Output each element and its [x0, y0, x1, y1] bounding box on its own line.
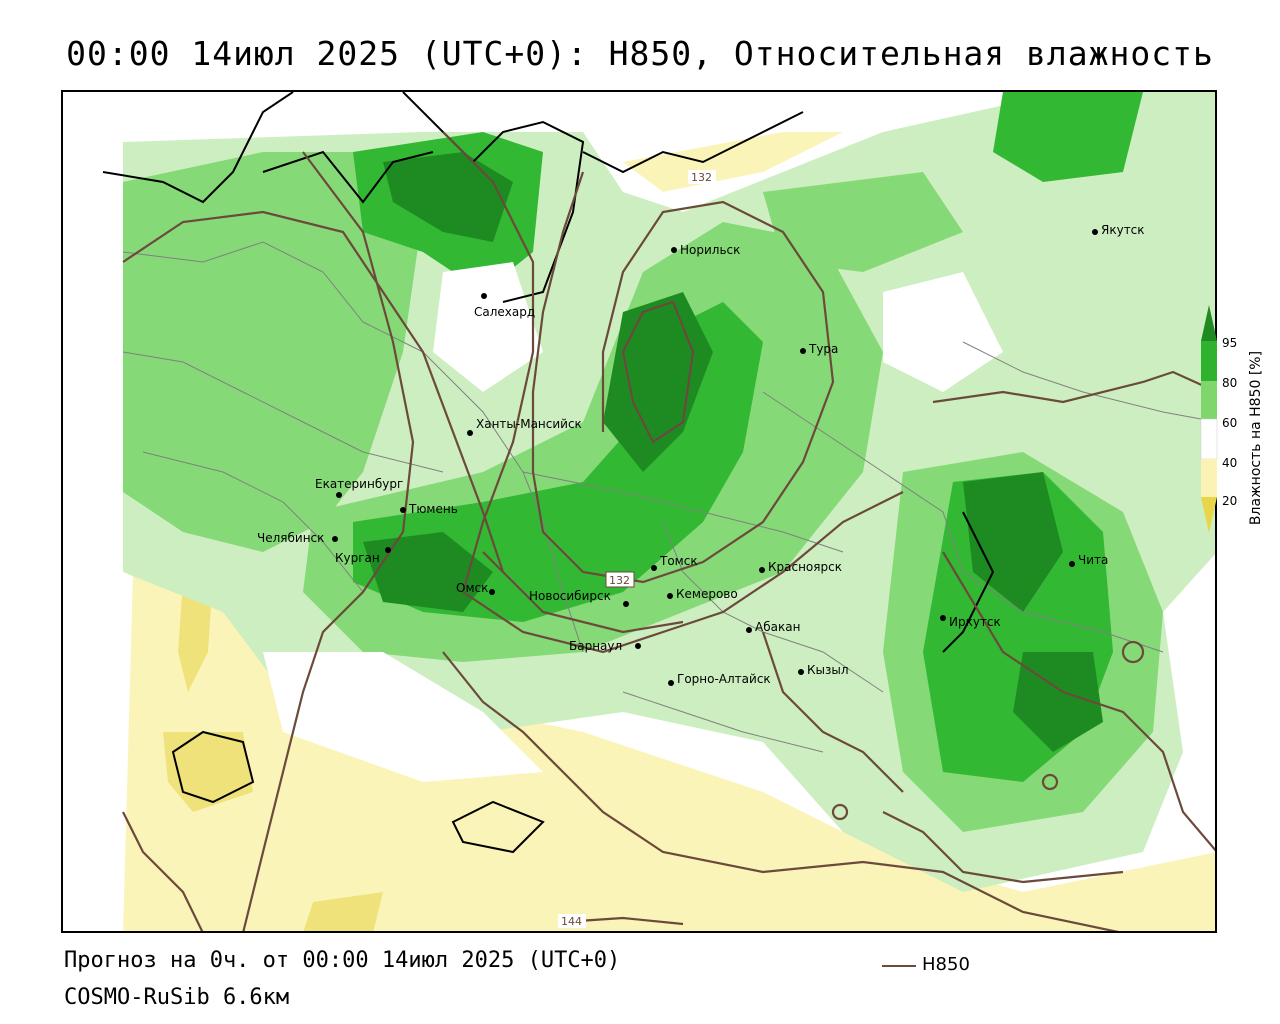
model-text: COSMO-RuSib 6.6км — [64, 985, 290, 1010]
colorbar-tick: 95 — [1222, 336, 1238, 350]
isohypse-label: 132 — [609, 574, 630, 587]
city-dot — [651, 565, 657, 571]
humid-zone-max-4 — [963, 472, 1063, 612]
city-dot — [400, 507, 406, 513]
city-dot — [759, 567, 765, 573]
humidity-map[interactable]: 132 132 144 Якутск Норильск Салехард Тур… — [63, 92, 1217, 933]
city-label: Якутск — [1101, 223, 1145, 237]
humid-zone-medium-west — [123, 152, 423, 552]
city-dot — [467, 430, 473, 436]
city-label: Новосибирск — [529, 589, 611, 603]
city-dot — [1092, 229, 1098, 235]
dry-zone-dark-3 — [303, 892, 383, 931]
colorbar-title: Влажность на H850 [%] — [1248, 350, 1264, 526]
city-label: Томск — [659, 554, 698, 568]
city-label: Курган — [335, 551, 380, 565]
city-label: Ханты-Мансийск — [476, 417, 582, 431]
isohypse-lines — [122, 131, 1215, 931]
humid-zone-max-2 — [363, 532, 493, 612]
city-label: Екатеринбург — [315, 477, 403, 491]
city-dot — [798, 669, 804, 675]
city-label: Тюмень — [408, 502, 458, 516]
colorbar-top-arrow — [1201, 305, 1217, 341]
city-label: Тура — [808, 342, 838, 356]
colorbar-band — [1200, 418, 1218, 460]
isohypse-label-group: 132 132 144 — [558, 170, 716, 928]
isohypse-label: 144 — [561, 915, 582, 928]
isohypse-legend-line — [882, 965, 916, 967]
colorbar-tick: 80 — [1222, 376, 1238, 390]
city-label: Норильск — [680, 243, 740, 257]
city-markers: Якутск Норильск Салехард Тура Ханты-Манс… — [257, 223, 1145, 686]
city-dot — [671, 247, 677, 253]
humid-zone-medium-northeast — [763, 172, 963, 272]
colorbar-band — [1201, 341, 1217, 381]
city-dot — [1069, 561, 1075, 567]
region-borders — [122, 241, 1215, 753]
city-dot — [635, 643, 641, 649]
colorbar-tick: 40 — [1222, 456, 1238, 470]
dry-zone-north — [623, 132, 843, 192]
dry-gap-3 — [263, 652, 543, 782]
city-label: Челябинск — [257, 531, 324, 545]
colorbar-tick: 60 — [1222, 416, 1238, 430]
colorbar-band — [1201, 459, 1217, 497]
isohypse-label: 132 — [691, 171, 712, 184]
humid-zone-intense-northeast — [993, 92, 1143, 182]
colorbar-band — [1201, 381, 1217, 419]
city-label: Барнаул — [569, 639, 622, 653]
dry-gap-1 — [433, 262, 543, 392]
humidity-colorbar — [1200, 305, 1218, 533]
map-title: 00:00 14июл 2025 (UTC+0): H850, Относите… — [66, 34, 1214, 73]
city-dot — [746, 627, 752, 633]
city-dot — [667, 593, 673, 599]
city-dot — [481, 293, 487, 299]
city-dot — [332, 536, 338, 542]
city-label: Иркутск — [949, 615, 1001, 629]
dry-gap-2 — [883, 272, 1003, 392]
city-label: Красноярск — [768, 560, 842, 574]
city-label: Кемерово — [676, 587, 738, 601]
city-dot — [623, 601, 629, 607]
city-label: Чита — [1078, 553, 1108, 567]
city-dot — [940, 615, 946, 621]
coastlines — [102, 92, 995, 854]
colorbar-bottom-arrow — [1201, 497, 1217, 533]
city-dot — [800, 348, 806, 354]
city-dot — [489, 589, 495, 595]
city-label: Омск — [456, 581, 488, 595]
city-label: Горно-Алтайск — [677, 672, 771, 686]
city-label: Абакан — [755, 620, 800, 634]
city-dot — [336, 492, 342, 498]
isohypse-legend-label: H850 — [922, 954, 970, 975]
humid-zone-max-1 — [383, 152, 513, 242]
city-label: Кызыл — [807, 663, 849, 677]
dry-zone-southwest — [123, 562, 1215, 931]
forecast-text: Прогноз на 0ч. от 00:00 14июл 2025 (UTC+… — [64, 948, 621, 973]
city-label: Салехард — [474, 305, 535, 319]
map-frame[interactable]: 132 132 144 Якутск Норильск Салехард Тур… — [61, 90, 1217, 933]
colorbar-tick: 20 — [1222, 494, 1238, 508]
city-dot — [668, 680, 674, 686]
humid-zone-max-5 — [1013, 652, 1103, 752]
city-dot — [385, 547, 391, 553]
